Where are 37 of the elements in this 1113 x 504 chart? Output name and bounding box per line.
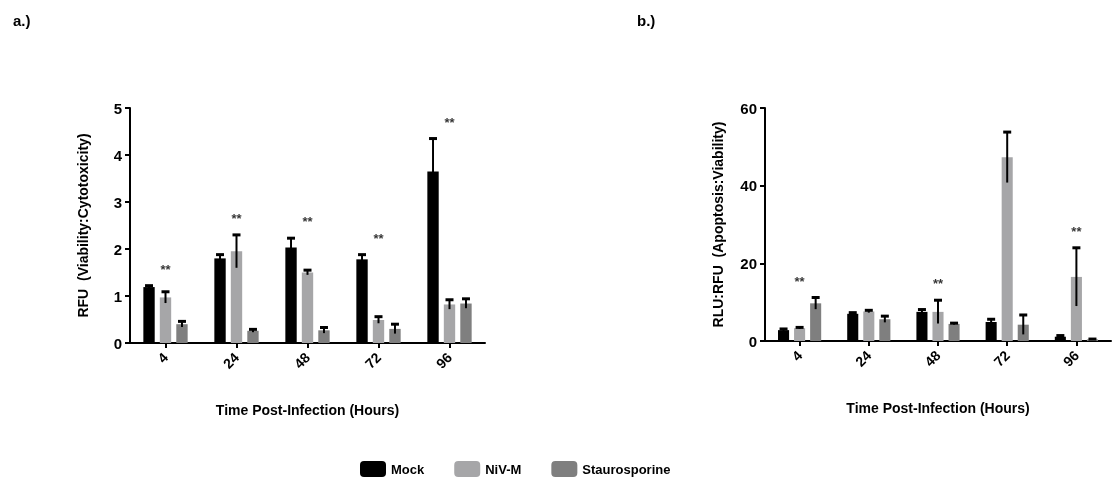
y-tick-label: 0 [748,332,757,350]
y-tick-label: 60 [740,99,757,117]
legend-label: NiV-M [485,461,522,477]
annotation: ** [231,210,243,226]
x-axis-title: Time Post-Infection (Hours) [846,400,1030,416]
annotation: ** [794,273,806,289]
legend-label: Staurosporine [582,461,671,477]
annotation: ** [302,214,314,230]
x-tick-label: 72 [361,349,385,372]
chart-title: b.) [637,12,656,29]
x-tick-label: 4 [154,349,172,367]
y-axis-title: RFU (Viability:Cytotoxicity) [75,133,91,318]
x-tick-label: 48 [290,349,314,372]
x-tick-label: 24 [852,347,875,370]
x-axis-title: Time Post-Infection (Hours) [215,402,400,418]
y-tick-label: 20 [740,254,757,272]
y-tick-label: 40 [740,177,757,195]
x-tick-label: 24 [219,349,243,372]
y-tick-label: 0 [113,334,122,352]
x-tick-label: 72 [990,347,1014,370]
annotation: ** [932,276,944,292]
chart-title: a.) [13,12,31,29]
annotation: ** [160,261,172,277]
x-tick-label: 4 [788,347,806,365]
annotation: ** [444,114,456,130]
x-tick-label: 96 [1059,347,1083,370]
annotation: ** [1071,223,1083,239]
y-tick-label: 1 [113,287,122,305]
y-tick-label: 5 [113,99,122,117]
y-tick-label: 4 [113,146,123,164]
y-tick-label: 3 [113,193,122,211]
x-tick-label: 48 [921,347,944,370]
y-tick-label: 2 [113,240,122,258]
y-axis-title: RLU:RFU (Apoptosis:Viability) [710,121,726,328]
x-tick-label: 96 [432,349,456,372]
annotation: ** [373,230,385,246]
legend-label: Mock [391,461,425,477]
